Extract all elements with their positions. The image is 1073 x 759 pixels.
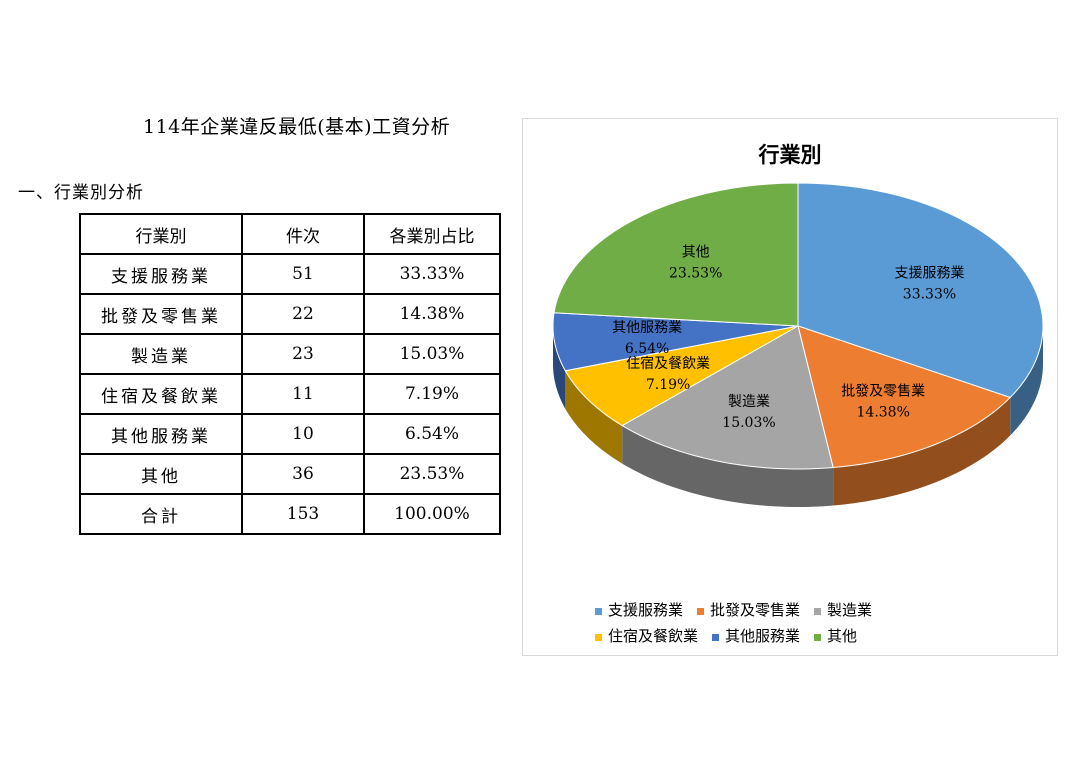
legend-item: 製造業 xyxy=(814,597,872,623)
cell-count: 36 xyxy=(241,453,365,495)
pie-chart: 支援服務業 33.33% 批發及零售業 14.38% 製造業 15.03% 住宿及餐飲業 7.… xyxy=(552,182,1044,507)
cell-industry: 批發及零售業 xyxy=(79,293,243,335)
table-row: 其他 36 23.53% xyxy=(79,453,501,495)
document-title: 114年企業違反最低(基本)工資分析 xyxy=(143,116,451,138)
pie-side-2 xyxy=(622,425,834,507)
cell-industry: 其他 xyxy=(79,453,243,495)
pie-label-value: 14.38% xyxy=(857,404,910,420)
cell-industry: 製造業 xyxy=(79,333,243,375)
pie-label-name: 支援服務業 xyxy=(895,266,965,282)
cell-count: 51 xyxy=(241,253,365,295)
pie-label-name: 製造業 xyxy=(728,394,770,410)
table-header-row: 行業別 件次 各業別占比 xyxy=(79,213,501,255)
legend-item: 住宿及餐飲業 xyxy=(595,623,698,649)
table-total-row: 合計 153 100.00% xyxy=(79,493,501,535)
legend-item: 其他服務業 xyxy=(712,623,800,649)
legend-swatch xyxy=(712,633,720,641)
pie-side-1 xyxy=(833,397,1011,506)
pie-chart-frame: 行業別 支援服務業 33.33% 批發及零售業 14.38% 製造業 15.03% 住宿及餐… xyxy=(522,118,1058,656)
header-share: 各業別占比 xyxy=(363,213,501,255)
legend-swatch xyxy=(595,633,602,641)
pie-data-label: 其他服務業 6.54% xyxy=(612,320,682,357)
legend-label: 支援服務業 xyxy=(608,601,684,619)
pie-label-value: 7.19% xyxy=(646,377,690,393)
legend-label: 其他 xyxy=(827,627,858,645)
cell-count: 153 xyxy=(241,493,365,535)
pie-slice xyxy=(552,312,799,372)
pie-label-value: 33.33% xyxy=(903,287,956,303)
table-row: 其他服務業 10 6.54% xyxy=(79,413,501,455)
legend-label: 住宿及餐飲業 xyxy=(608,627,699,645)
pie-slice xyxy=(797,182,1044,399)
header-count: 件次 xyxy=(241,213,365,255)
chart-title: 行業別 xyxy=(758,143,822,167)
pie-slice xyxy=(797,325,1012,469)
legend-swatch xyxy=(814,633,822,641)
pie-side-3 xyxy=(565,370,623,464)
table-row: 住宿及餐飲業 11 7.19% xyxy=(79,373,501,415)
cell-industry: 合計 xyxy=(79,493,243,535)
pie-side-0 xyxy=(1010,326,1043,436)
pie-slice xyxy=(564,325,799,427)
cell-count: 11 xyxy=(241,373,365,415)
pie-label-name: 其他 xyxy=(682,245,710,261)
pie-label-name: 批發及零售業 xyxy=(841,383,925,399)
legend-item: 其他 xyxy=(814,623,857,649)
pie-slice xyxy=(553,182,799,327)
pie-data-label: 製造業 15.03% xyxy=(722,394,775,431)
header-industry: 行業別 xyxy=(79,213,243,255)
section-heading: 一、行業別分析 xyxy=(18,183,144,203)
pie-label-value: 15.03% xyxy=(722,415,775,431)
legend-swatch xyxy=(814,607,822,615)
legend-label: 製造業 xyxy=(827,601,873,619)
legend-swatch xyxy=(697,607,705,615)
chart-legend: 支援服務業 批發及零售業 製造業住宿及餐飲業 其他服務業 其他 xyxy=(595,597,1035,649)
legend-item: 批發及零售業 xyxy=(697,597,800,623)
pie-data-label: 批發及零售業 14.38% xyxy=(841,383,925,420)
cell-industry: 住宿及餐飲業 xyxy=(79,373,243,415)
cell-share: 100.00% xyxy=(363,493,501,535)
pie-label-value: 6.54% xyxy=(625,341,669,357)
cell-share: 23.53% xyxy=(363,453,501,495)
cell-share: 6.54% xyxy=(363,413,501,455)
cell-share: 33.33% xyxy=(363,253,501,295)
cell-industry: 其他服務業 xyxy=(79,413,243,455)
legend-swatch xyxy=(595,607,602,615)
pie-side-walls xyxy=(553,326,1043,507)
pie-data-label: 支援服務業 33.33% xyxy=(895,266,965,303)
legend-label: 批發及零售業 xyxy=(710,601,801,619)
cell-count: 23 xyxy=(241,333,365,375)
cell-share: 7.19% xyxy=(363,373,501,415)
cell-share: 14.38% xyxy=(363,293,501,335)
industry-table: 行業別 件次 各業別占比 支援服務業 51 33.33% 批發及零售業 22 14.38… xyxy=(79,213,501,535)
legend-item: 支援服務業 xyxy=(595,597,683,623)
cell-share: 15.03% xyxy=(363,333,501,375)
pie-side-4 xyxy=(553,326,566,409)
cell-count: 22 xyxy=(241,293,365,335)
cell-count: 10 xyxy=(241,413,365,455)
pie-data-label: 其他 23.53% xyxy=(669,245,722,282)
table-row: 製造業 23 15.03% xyxy=(79,333,501,375)
table-row: 支援服務業 51 33.33% xyxy=(79,253,501,295)
pie-slice xyxy=(621,325,834,470)
legend-label: 其他服務業 xyxy=(725,627,801,645)
table-row: 批發及零售業 22 14.38% xyxy=(79,293,501,335)
pie-data-label: 住宿及餐飲業 7.19% xyxy=(626,355,710,393)
pie-label-name: 其他服務業 xyxy=(612,320,682,336)
pie-label-value: 23.53% xyxy=(669,266,722,282)
pie-label-name: 住宿及餐飲業 xyxy=(626,355,710,372)
cell-industry: 支援服務業 xyxy=(79,253,243,295)
